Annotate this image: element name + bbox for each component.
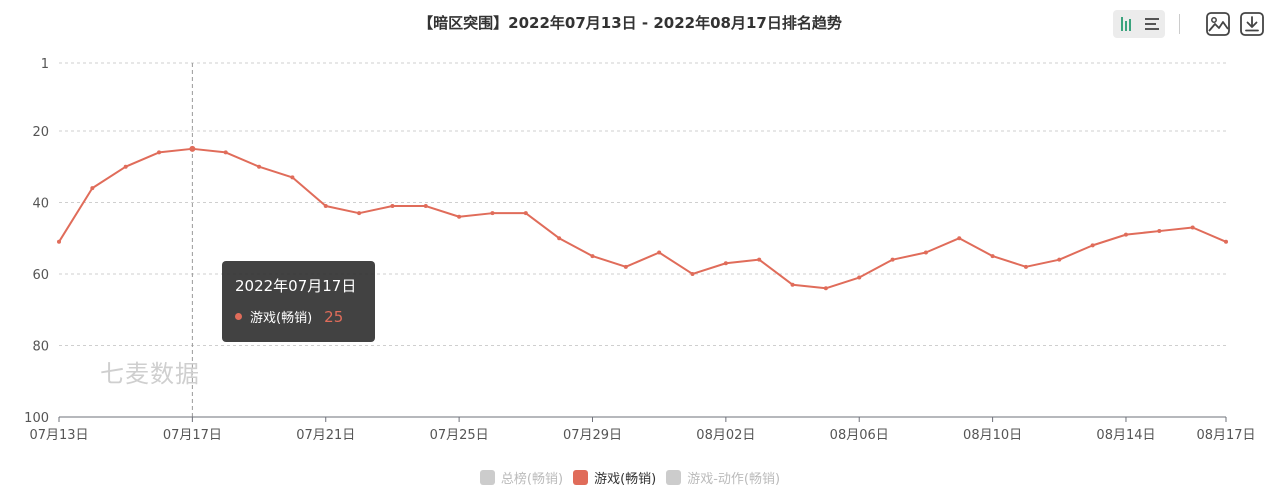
view-toggle-group <box>1113 10 1165 38</box>
data-point <box>957 236 962 241</box>
data-point <box>123 164 128 169</box>
legend-swatch <box>666 469 682 485</box>
y-tick-label: 80 <box>32 339 49 354</box>
data-point <box>157 150 162 155</box>
y-tick-label: 20 <box>32 125 49 140</box>
x-tick-label: 08月06日 <box>830 428 889 443</box>
series-line <box>58 147 1227 290</box>
download-button[interactable] <box>1238 10 1266 38</box>
legend-swatch <box>479 469 495 485</box>
line-chart: 1 20 40 60 80 100 07月13日 07月17日 07月21日 07月25日 07月2… <box>24 57 1255 443</box>
x-tick-label: 08月02日 <box>696 428 755 443</box>
legend-item-games[interactable]: 游戏(畅销) <box>573 466 656 488</box>
data-point <box>590 254 595 259</box>
data-point <box>90 186 95 191</box>
data-point <box>323 204 328 209</box>
legend-label: 游戏(畅销) <box>594 471 657 487</box>
data-point <box>823 286 828 291</box>
data-point <box>390 204 395 209</box>
data-point <box>457 214 462 219</box>
data-point <box>1190 225 1195 230</box>
data-point <box>223 150 228 155</box>
x-tick-label: 07月21日 <box>296 428 355 443</box>
list-view-button[interactable] <box>1139 10 1165 38</box>
x-tick-label: 08月14日 <box>1096 428 1155 443</box>
save-image-button[interactable] <box>1204 10 1232 38</box>
data-point <box>857 275 862 280</box>
watermark: 七麦数据 <box>100 360 200 388</box>
data-point <box>1123 232 1128 237</box>
tooltip-series-row: 游戏(畅销) 25 <box>235 307 375 326</box>
data-point <box>1090 243 1095 248</box>
y-tick-label: 100 <box>24 411 49 426</box>
legend-item-games-action[interactable]: 游戏-动作(畅销) <box>666 466 780 488</box>
data-point <box>290 175 295 180</box>
chart-tooltip: 2022年07月17日 游戏(畅销) 25 <box>222 261 375 342</box>
bar-chart-icon <box>1121 17 1131 31</box>
data-point <box>723 261 728 266</box>
y-tick-label: 40 <box>32 196 49 211</box>
x-tick-label: 07月13日 <box>29 428 88 443</box>
x-tick-label: 07月25日 <box>430 428 489 443</box>
x-tick-label: 07月17日 <box>163 428 222 443</box>
data-point <box>890 257 895 262</box>
tooltip-value: 25 <box>324 307 344 326</box>
data-point <box>490 211 495 216</box>
download-icon <box>1240 12 1264 36</box>
data-point <box>257 164 262 169</box>
data-point <box>1224 239 1228 244</box>
image-icon <box>1206 12 1230 36</box>
tooltip-series-name: 游戏(畅销) <box>250 311 313 326</box>
data-point <box>1057 257 1062 262</box>
data-point <box>690 271 695 276</box>
data-point <box>557 236 562 241</box>
legend-label: 游戏-动作(畅销) <box>687 471 781 487</box>
data-point <box>623 264 628 269</box>
data-point <box>1023 264 1028 269</box>
bar-chart-view-button[interactable] <box>1113 10 1139 38</box>
data-point <box>757 257 762 262</box>
data-point <box>357 211 362 216</box>
y-tick-label: 1 <box>41 57 49 72</box>
legend-swatch <box>573 469 589 485</box>
list-icon <box>1145 18 1159 30</box>
data-point <box>523 211 528 216</box>
data-point <box>189 145 196 152</box>
legend-label: 总榜(畅销) <box>500 471 564 487</box>
x-tick-label: 08月10日 <box>963 428 1022 443</box>
data-point <box>423 204 428 209</box>
data-point <box>990 254 995 259</box>
y-tick-label: 60 <box>32 268 49 283</box>
x-tick-label: 08月17日 <box>1196 428 1255 443</box>
data-point <box>923 250 928 255</box>
chart-legend: 总榜(畅销) 游戏(畅销) 游戏-动作(畅销) <box>0 466 1260 488</box>
tooltip-date: 2022年07月17日 <box>235 277 357 295</box>
data-point <box>790 282 795 287</box>
legend-item-overall[interactable]: 总榜(畅销) <box>479 466 564 488</box>
x-tick-label: 07月29日 <box>563 428 622 443</box>
toolbar-divider <box>1179 14 1180 34</box>
chart-title: 【暗区突围】2022年07月13日 - 2022年08月17日排名趋势 <box>418 14 842 32</box>
data-point <box>57 239 61 244</box>
tooltip-series-dot <box>235 313 242 320</box>
data-point <box>657 250 662 255</box>
data-point <box>1157 229 1162 234</box>
